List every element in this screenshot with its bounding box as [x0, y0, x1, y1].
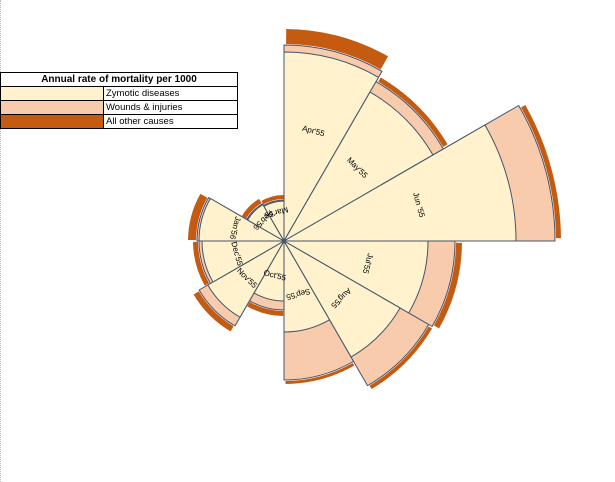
legend-title: Annual rate of mortality per 1000: [0, 72, 238, 87]
wedge-outline-mar-56: [263, 199, 285, 242]
wedge-zymotic-jan-56: [198, 198, 285, 242]
wedge-zymotic-mar-56: [263, 200, 285, 242]
wedge-other-may-55: [378, 77, 448, 147]
wedge-other-apr-55: [286, 29, 389, 70]
legend-row-other: All other causes: [0, 114, 238, 129]
wedge-outline-feb-56: [246, 203, 285, 242]
wedge-other-aug-55: [369, 326, 433, 390]
left-border: [0, 0, 2, 482]
wedge-other-oct-55: [247, 301, 284, 316]
wedge-wounds-sep-55: [284, 319, 354, 380]
wedge-outline-nov-55: [198, 240, 285, 327]
wedge-wounds-oct-55: [249, 292, 284, 310]
wedge-wounds-jan-56: [197, 197, 211, 241]
legend-label-other: All other causes: [103, 114, 238, 129]
wedge-outline-may-55: [283, 81, 444, 242]
wedge-zymotic-nov-55: [207, 240, 285, 318]
wedge-other-nov-55: [193, 291, 234, 332]
legend-swatch-other: [0, 114, 104, 129]
wedge-zymotic-feb-56: [247, 204, 285, 242]
wedge-zymotic-sep-55: [283, 240, 330, 333]
wedge-wounds-jun-55: [484, 105, 555, 241]
wedge-wounds-jul-55: [408, 241, 455, 327]
wedge-outline-jan-56: [196, 197, 285, 242]
wedge-outline-jul-55: [283, 240, 456, 327]
wedge-other-jul-55: [433, 242, 462, 329]
wedge-outline-jun-55: [283, 105, 556, 242]
wedge-other-jan-56: [188, 193, 208, 241]
wedge-other-feb-56: [241, 198, 262, 219]
wedge-wounds-nov-55: [199, 285, 240, 326]
wedge-other-sep-55: [285, 362, 355, 384]
wedge-other-dec-55: [193, 241, 210, 286]
legend-label-wounds: Wounds & injuries: [103, 100, 238, 115]
wedge-outline-aug-55: [283, 240, 430, 387]
wedge-wounds-aug-55: [351, 308, 429, 386]
legend: Annual rate of mortality per 1000 Zymoti…: [0, 72, 238, 129]
wedge-wounds-may-55: [370, 81, 444, 155]
wedge-zymotic-jun-55: [283, 124, 517, 242]
wedge-other-mar-56: [261, 195, 284, 205]
wedge-other-jun-55: [520, 105, 561, 239]
wedge-outline-sep-55: [283, 240, 354, 381]
wedge-zymotic-apr-55: [283, 51, 379, 242]
wedge-outline-apr-55: [283, 44, 383, 242]
legend-swatch-zymotic: [0, 86, 104, 101]
wedge-zymotic-may-55: [283, 91, 434, 242]
wedge-layer: [188, 29, 561, 390]
